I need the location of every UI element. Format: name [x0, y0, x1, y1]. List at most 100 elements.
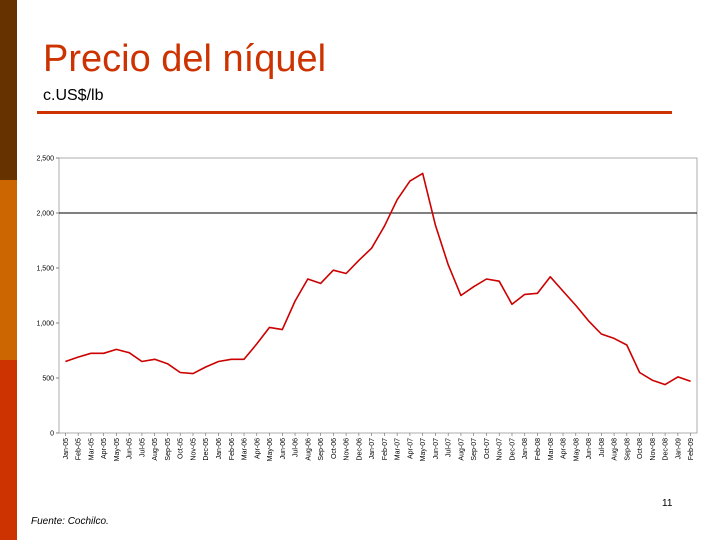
x-tick-label: Jan-09	[675, 438, 682, 460]
data-point	[575, 304, 577, 306]
slide-title: Precio del níquel	[43, 38, 327, 80]
x-tick-label: Oct-06	[331, 438, 338, 459]
x-tick-label: Aug-05	[152, 438, 159, 461]
x-tick-label: Aug-07	[458, 438, 465, 461]
data-point	[485, 278, 487, 280]
x-tick-label: Sep-06	[318, 438, 325, 461]
source-note: Fuente: Cochilco.	[31, 516, 109, 527]
data-point	[115, 348, 117, 350]
data-point	[409, 180, 411, 182]
data-point	[154, 358, 156, 360]
data-point	[192, 372, 194, 374]
data-point	[638, 371, 640, 373]
x-tick-label: Apr-05	[101, 438, 108, 459]
data-point	[447, 264, 449, 266]
x-tick-label: Dec-08	[663, 438, 670, 461]
x-tick-label: Jun-07	[433, 438, 440, 460]
data-point	[498, 280, 500, 282]
x-tick-label: Feb-08	[535, 438, 542, 460]
data-point	[549, 276, 551, 278]
y-tick-label: 2,500	[36, 156, 54, 163]
data-point	[524, 293, 526, 295]
data-point	[562, 290, 564, 292]
data-point	[319, 282, 321, 284]
data-point	[90, 352, 92, 354]
x-tick-label: Mar-06	[242, 438, 249, 460]
x-tick-label: May-05	[114, 438, 121, 461]
x-tick-label: Oct-05	[178, 438, 185, 459]
x-tick-label: Dec-07	[509, 438, 516, 461]
data-point	[166, 363, 168, 365]
data-point	[268, 326, 270, 328]
x-tick-label: Jun-06	[280, 438, 287, 460]
data-point	[281, 328, 283, 330]
x-tick-label: Jul-05	[139, 438, 146, 457]
x-tick-label: Nov-06	[344, 438, 351, 461]
data-point	[64, 360, 66, 362]
data-point	[587, 320, 589, 322]
data-point	[421, 172, 423, 174]
x-tick-label: Feb-06	[229, 438, 236, 460]
data-point	[332, 269, 334, 271]
x-tick-label: Jan-05	[63, 438, 70, 460]
data-point	[396, 199, 398, 201]
data-point	[141, 360, 143, 362]
y-tick-label: 1,000	[36, 321, 54, 328]
x-tick-label: Jun-08	[586, 438, 593, 460]
x-tick-label: Sep-07	[471, 438, 478, 461]
data-point	[217, 360, 219, 362]
x-tick-label: Mar-05	[88, 438, 95, 460]
y-tick-label: 500	[42, 376, 54, 383]
x-tick-label: Jul-08	[599, 438, 606, 457]
x-tick-label: Jul-06	[293, 438, 300, 457]
x-tick-label: Jun-05	[127, 438, 134, 460]
x-tick-label: Mar-07	[395, 438, 402, 460]
x-tick-label: Dec-05	[203, 438, 210, 461]
x-tick-label: Nov-08	[650, 438, 657, 461]
decorative-stripe-top	[0, 0, 17, 180]
slide-subtitle: c.US$/lb	[43, 87, 104, 104]
data-point	[77, 356, 79, 358]
decorative-stripe-middle	[0, 180, 17, 360]
data-point	[689, 380, 691, 382]
data-point	[536, 292, 538, 294]
x-tick-label: May-07	[420, 438, 427, 461]
x-tick-label: Apr-07	[407, 438, 414, 459]
data-point	[358, 259, 360, 261]
x-tick-label: Jan-07	[369, 438, 376, 460]
x-tick-label: May-08	[573, 438, 580, 461]
data-point	[205, 366, 207, 368]
x-tick-label: Aug-06	[305, 438, 312, 461]
x-tick-label: May-06	[267, 438, 274, 461]
x-tick-label: Jan-08	[522, 438, 529, 460]
x-tick-label: Oct-07	[484, 438, 491, 459]
x-tick-label: Jan-06	[216, 438, 223, 460]
data-point	[230, 358, 232, 360]
title-underline	[37, 111, 672, 114]
data-point	[613, 337, 615, 339]
y-tick-label: 2,000	[36, 211, 54, 218]
x-tick-label: Aug-08	[612, 438, 619, 461]
x-tick-label: Oct-08	[637, 438, 644, 459]
data-point	[307, 278, 309, 280]
x-tick-label: Mar-08	[548, 438, 555, 460]
data-point	[370, 247, 372, 249]
data-point	[473, 286, 475, 288]
data-point	[600, 333, 602, 335]
series-line-nickel-price	[65, 172, 691, 386]
x-tick-label: Feb-05	[76, 438, 83, 460]
data-point	[677, 376, 679, 378]
decorative-stripe-bottom	[0, 360, 17, 540]
x-tick-label: Dec-06	[356, 438, 363, 461]
x-tick-label: Nov-07	[497, 438, 504, 461]
y-tick-label: 1,500	[36, 266, 54, 273]
data-point	[128, 352, 130, 354]
data-point	[664, 383, 666, 385]
data-point	[651, 379, 653, 381]
x-tick-label: Apr-08	[561, 438, 568, 459]
data-point	[434, 224, 436, 226]
x-tick-label: Feb-09	[688, 438, 695, 460]
data-point	[345, 272, 347, 274]
data-point	[243, 358, 245, 360]
